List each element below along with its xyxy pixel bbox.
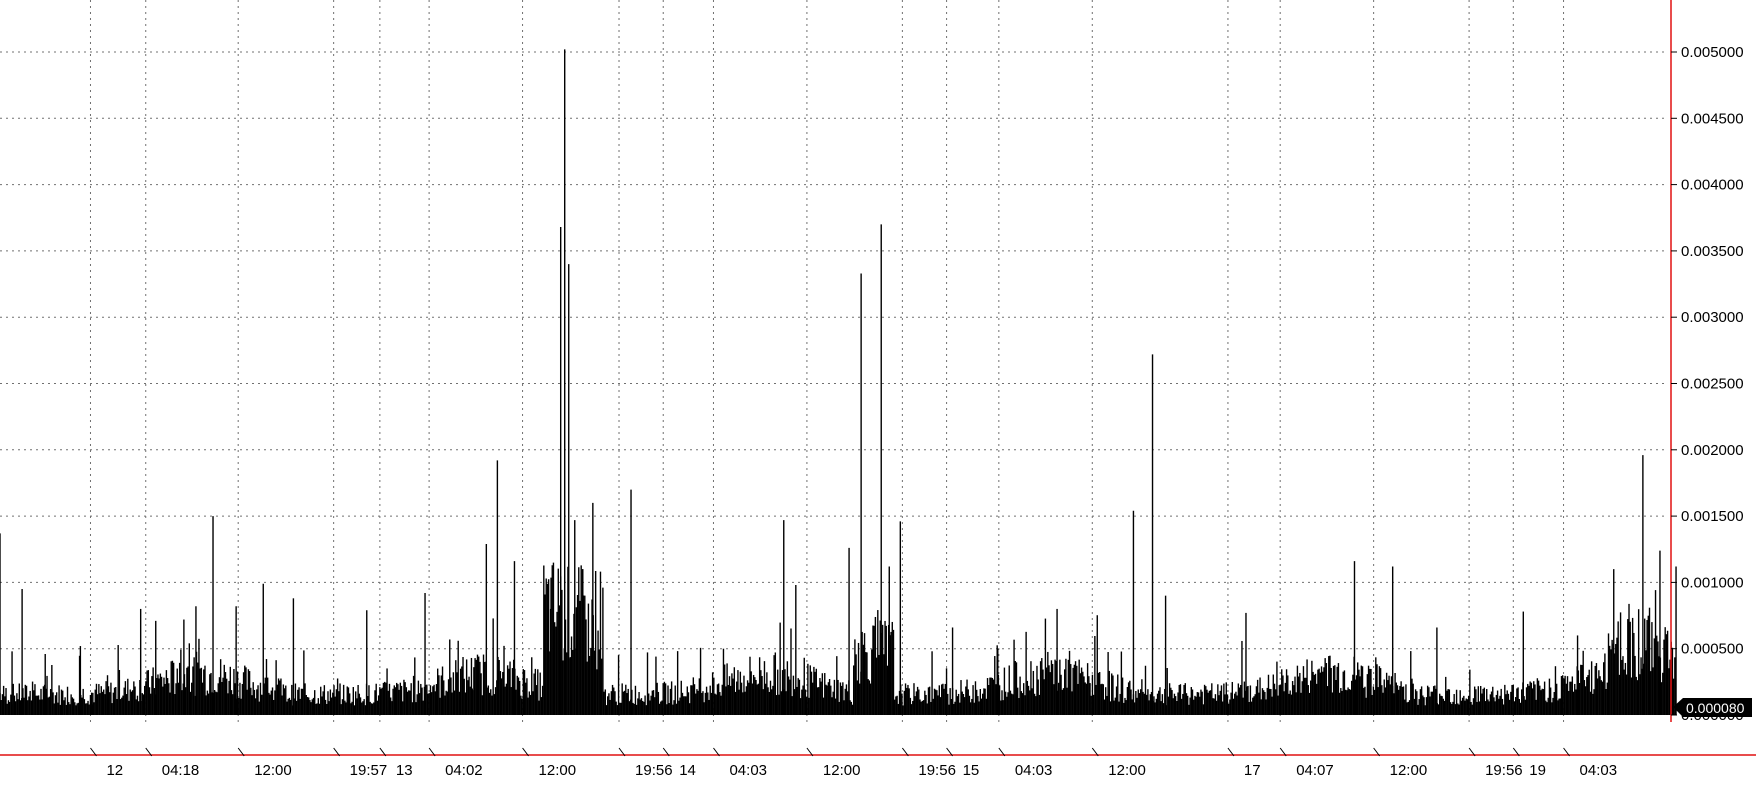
x-tick-label: 12:00 bbox=[823, 762, 861, 779]
x-tick-mark bbox=[237, 747, 245, 757]
x-tick-mark bbox=[1512, 747, 1520, 757]
x-tick-mark bbox=[145, 747, 153, 757]
x-tick-mark bbox=[1227, 747, 1235, 757]
y-tick-label: 0.004000 bbox=[1681, 177, 1744, 194]
x-tick-label: 04:02 bbox=[445, 762, 483, 779]
y-tick-label: 0.002500 bbox=[1681, 376, 1744, 393]
x-tick-label: 19:56 bbox=[918, 762, 956, 779]
x-tick-mark bbox=[333, 747, 341, 757]
x-tick-label: 12:00 bbox=[1108, 762, 1146, 779]
x-tick-mark bbox=[428, 747, 436, 757]
x-tick-mark bbox=[618, 747, 626, 757]
x-tick-label: 15 bbox=[963, 762, 980, 779]
x-tick-label: 12:00 bbox=[1390, 762, 1428, 779]
x-tick-label: 17 bbox=[1244, 762, 1261, 779]
x-tick-mark bbox=[1279, 747, 1287, 757]
x-tick-mark bbox=[806, 747, 814, 757]
y-tick-label: 0.001500 bbox=[1681, 508, 1744, 525]
x-tick-label: 04:07 bbox=[1296, 762, 1334, 779]
x-tick-label: 19:57 bbox=[350, 762, 388, 779]
x-tick-label: 14 bbox=[679, 762, 696, 779]
y-tick-label: 0.003000 bbox=[1681, 309, 1744, 326]
x-tick-label: 04:03 bbox=[1015, 762, 1053, 779]
last-value-label: 0.000080 bbox=[1686, 700, 1745, 716]
x-tick-mark bbox=[1373, 747, 1381, 757]
x-tick-mark bbox=[522, 747, 529, 757]
x-tick-label: 04:18 bbox=[162, 762, 200, 779]
x-tick-label: 04:03 bbox=[1580, 762, 1618, 779]
y-tick-label: 0.003500 bbox=[1681, 243, 1744, 260]
x-tick-label: 12 bbox=[106, 762, 123, 779]
x-tick-label: 19:56 bbox=[635, 762, 673, 779]
x-tick-mark bbox=[998, 747, 1006, 757]
grid-lines bbox=[0, 0, 1668, 722]
x-tick-mark bbox=[662, 747, 670, 757]
x-tick-mark bbox=[901, 747, 909, 757]
x-tick-label: 12:00 bbox=[539, 762, 577, 779]
x-tick-mark bbox=[1091, 747, 1099, 757]
x-tick-mark bbox=[90, 747, 97, 757]
last-value-marker: 0.000080 bbox=[1673, 698, 1752, 717]
x-tick-mark bbox=[379, 747, 387, 757]
last-value-badge bbox=[1673, 698, 1752, 717]
y-tick-label: 0.002000 bbox=[1681, 442, 1744, 459]
bar-series bbox=[0, 49, 1677, 715]
y-tick-label: 0.004500 bbox=[1681, 110, 1744, 127]
x-tick-label: 12:00 bbox=[254, 762, 292, 779]
x-tick-label: 04:03 bbox=[729, 762, 767, 779]
x-tick-label: 19:56 bbox=[1485, 762, 1523, 779]
y-axis-ticks: 0.0000000.0005000.0010000.0015000.002000… bbox=[1671, 44, 1744, 724]
x-tick-label: 19 bbox=[1529, 762, 1546, 779]
y-tick-label: 0.000500 bbox=[1681, 641, 1744, 658]
x-tick-mark bbox=[1563, 747, 1570, 757]
x-tick-mark bbox=[946, 747, 953, 757]
y-tick-label: 0.005000 bbox=[1681, 44, 1744, 61]
x-tick-label: 13 bbox=[396, 762, 413, 779]
y-tick-label: 0.001000 bbox=[1681, 574, 1744, 591]
x-axis-ticks: 12 04:18 12:00 19:57 13 04:02 12:00 19:56 14 04:0… bbox=[90, 747, 1618, 779]
axes bbox=[0, 0, 1756, 756]
x-tick-mark bbox=[713, 747, 720, 757]
x-tick-mark bbox=[1468, 747, 1476, 757]
